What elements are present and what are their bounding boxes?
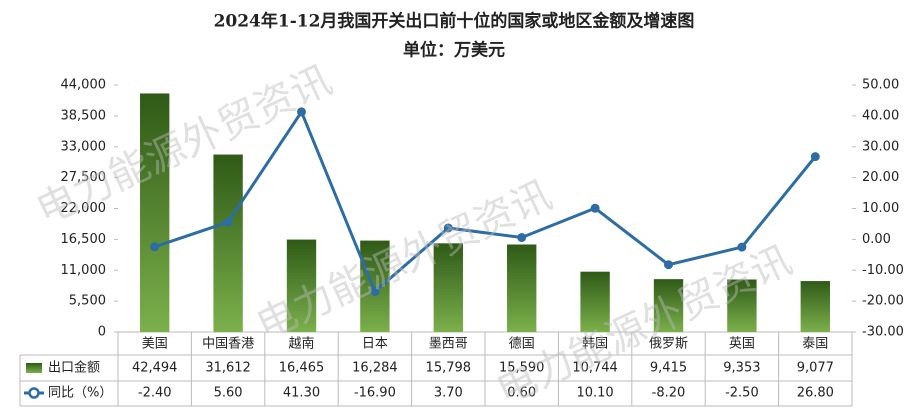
x-tick-label: 泰国 — [802, 337, 828, 352]
bar — [653, 279, 684, 332]
line-marker — [297, 107, 306, 117]
table-value: 9,353 — [723, 361, 760, 376]
bar — [507, 244, 537, 332]
bar — [140, 93, 170, 333]
y-tick-label: 0 — [98, 325, 106, 340]
x-tick-label: 日本 — [362, 337, 388, 352]
y2-tick-label: -20.00 — [862, 294, 904, 309]
table-value: -16.90 — [354, 386, 396, 401]
y-tick-label: 22,000 — [61, 201, 107, 216]
bar — [286, 239, 317, 332]
y2-tick-label: 0.00 — [862, 232, 891, 247]
bar — [213, 154, 243, 332]
x-tick-label: 墨西哥 — [429, 337, 468, 352]
y-tick-label: 27,500 — [61, 170, 107, 185]
table-value: 9,415 — [650, 361, 687, 376]
table-value: 5.60 — [214, 386, 243, 401]
legend-label: 同比（%） — [48, 386, 112, 401]
y2-tick-label: 20.00 — [862, 170, 899, 185]
table-value: 15,798 — [426, 361, 472, 376]
line-marker — [664, 260, 673, 270]
bar — [800, 281, 830, 332]
table-value: -2.50 — [725, 386, 759, 401]
y-tick-label: 11,000 — [61, 263, 107, 278]
table-value: 41.30 — [283, 386, 320, 401]
x-tick-label: 美国 — [142, 337, 168, 352]
line-marker — [810, 152, 820, 162]
bar — [433, 243, 463, 332]
table-value: 0.60 — [507, 386, 536, 401]
x-tick-label: 越南 — [288, 336, 314, 352]
line-marker — [150, 242, 160, 252]
bar — [727, 279, 757, 332]
x-tick-label: 中国香港 — [202, 337, 254, 352]
bar — [360, 240, 390, 332]
y2-tick-label: -10.00 — [862, 263, 904, 278]
legend-marker — [28, 387, 40, 399]
table-value: -2.40 — [138, 386, 172, 401]
bar — [580, 271, 610, 332]
y2-tick-label: 30.00 — [862, 139, 899, 154]
x-tick-label: 英国 — [729, 337, 755, 352]
line-marker — [517, 233, 527, 243]
line-marker — [737, 242, 747, 252]
line-marker — [443, 223, 453, 233]
table-value: 10.10 — [576, 386, 613, 401]
y-tick-label: 16,500 — [61, 232, 107, 247]
legend-swatch — [26, 363, 42, 373]
table-value: 15,590 — [499, 361, 545, 376]
chart-title: 2024年1-12月我国开关出口前十位的国家或地区金额及增速图 — [214, 11, 695, 32]
x-tick-label: 俄罗斯 — [649, 337, 688, 352]
table-value: -8.20 — [652, 386, 686, 401]
line — [154, 108, 817, 295]
y-tick-label: 5,500 — [69, 294, 106, 309]
y-tick-label: 33,000 — [61, 139, 107, 154]
table-value: 16,465 — [279, 361, 325, 376]
chart-subtitle: 单位：万美元 — [403, 40, 505, 61]
line-marker — [590, 203, 600, 213]
line-marker — [370, 287, 380, 297]
table-value: 26.80 — [797, 386, 834, 401]
x-tick-label: 德国 — [509, 337, 535, 352]
y2-tick-label: 40.00 — [862, 108, 899, 123]
table-value: 10,744 — [572, 361, 618, 376]
y-tick-label: 44,000 — [61, 78, 107, 93]
legend-label: 出口金额 — [48, 360, 100, 376]
table-value: 31,612 — [205, 361, 251, 376]
table-value: 16,284 — [352, 361, 398, 376]
y-tick-label: 38,500 — [61, 108, 107, 123]
table-value: 42,494 — [132, 361, 178, 376]
table-value: 3.70 — [434, 386, 463, 401]
x-tick-label: 韩国 — [582, 337, 608, 352]
y2-tick-label: 10.00 — [862, 201, 899, 216]
line-marker — [223, 217, 233, 227]
y2-tick-label: -30.00 — [862, 325, 904, 340]
y2-tick-label: 50.00 — [862, 78, 899, 93]
table-value: 9,077 — [797, 361, 834, 376]
